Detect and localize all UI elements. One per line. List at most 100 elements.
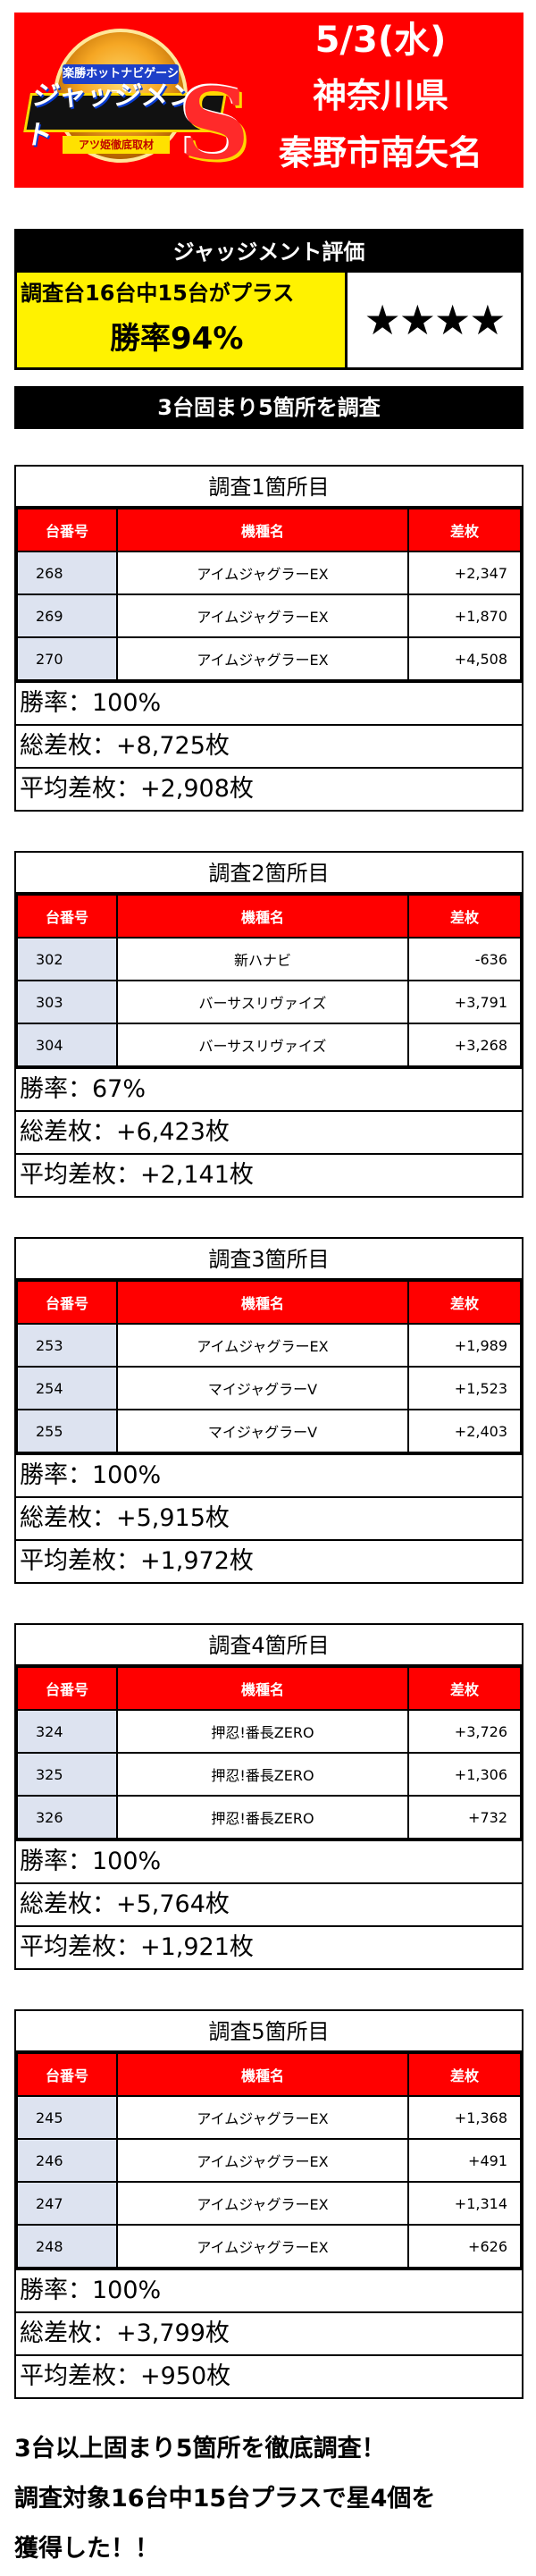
- win-rate: 勝率：100%: [16, 1839, 522, 1882]
- machine-number: 326: [16, 1795, 118, 1839]
- survey-block-4: 調査4箇所目 台番号 機種名 差枚 324 押忍!番長ZERO +3,726 3…: [14, 1623, 523, 1970]
- header-diff: 差枚: [407, 1280, 522, 1325]
- header-num: 台番号: [16, 508, 118, 552]
- survey-block-5: 調査5箇所目 台番号 機種名 差枚 245 アイムジャグラーEX +1,368 …: [14, 2009, 523, 2399]
- machine-number: 245: [16, 2095, 118, 2140]
- coin-diff: +3,726: [407, 1709, 522, 1754]
- machine-number: 253: [16, 1323, 118, 1368]
- machine-name: アイムジャグラーEX: [116, 1323, 409, 1368]
- machine-number: 255: [16, 1409, 118, 1453]
- coin-diff: -636: [407, 937, 522, 981]
- evaluation-win-rate: 勝率94%: [110, 321, 244, 357]
- survey-title: 調査4箇所目: [16, 1625, 522, 1666]
- machine-number: 304: [16, 1023, 118, 1067]
- survey-title: 調査1箇所目: [16, 467, 522, 508]
- table-row: 269 アイムジャグラーEX +1,870: [16, 593, 522, 638]
- coin-diff: +491: [407, 2138, 522, 2183]
- machine-number: 247: [16, 2181, 118, 2226]
- coin-diff: +2,347: [407, 551, 522, 595]
- evaluation-box: ジャッジメント評価 調査台16台中15台がプラス 勝率94% ★★★★: [14, 229, 523, 370]
- coin-diff: +3,791: [407, 980, 522, 1024]
- logo-s-letter: S: [179, 66, 250, 181]
- total-diff: 総差枚：+8,725枚: [16, 724, 522, 767]
- survey-title: 調査3箇所目: [16, 1239, 522, 1280]
- machine-name: 押忍!番長ZERO: [116, 1795, 409, 1839]
- average-diff: 平均差枚：+2,141枚: [16, 1153, 522, 1196]
- table-row: 326 押忍!番長ZERO +732: [16, 1795, 522, 1839]
- machine-number: 324: [16, 1709, 118, 1754]
- city: 秦野市南矢名: [278, 133, 482, 173]
- machine-number: 268: [16, 551, 118, 595]
- table-row: 324 押忍!番長ZERO +3,726: [16, 1709, 522, 1754]
- coin-diff: +2,403: [407, 1409, 522, 1453]
- machine-name: バーサスリヴァイズ: [116, 1023, 409, 1067]
- summary-footer: 3台以上固まり5箇所を徹底調査！ 調査対象16台中15台プラスで星4個を 獲得し…: [14, 2424, 523, 2574]
- survey-table: 台番号 機種名 差枚 324 押忍!番長ZERO +3,726 325 押忍!番…: [16, 1666, 522, 1839]
- table-row: 304 バーサスリヴァイズ +3,268: [16, 1023, 522, 1067]
- machine-name: バーサスリヴァイズ: [116, 980, 409, 1024]
- table-row: 253 アイムジャグラーEX +1,989: [16, 1323, 522, 1368]
- coin-diff: +1,523: [407, 1366, 522, 1410]
- table-row: 247 アイムジャグラーEX +1,314: [16, 2181, 522, 2226]
- coin-diff: +626: [407, 2224, 522, 2269]
- coin-diff: +1,306: [407, 1752, 522, 1797]
- machine-name: アイムジャグラーEX: [116, 636, 409, 681]
- survey-block-1: 調査1箇所目 台番号 機種名 差枚 268 アイムジャグラーEX +2,347 …: [14, 465, 523, 812]
- table-row: 268 アイムジャグラーEX +2,347: [16, 551, 522, 595]
- header-diff: 差枚: [407, 1666, 522, 1711]
- win-rate: 勝率：67%: [16, 1067, 522, 1110]
- machine-number: 254: [16, 1366, 118, 1410]
- average-diff: 平均差枚：+950枚: [16, 2354, 522, 2397]
- evaluation-line1: 調査台16台中15台がプラス: [21, 281, 295, 306]
- logo-top-text: 楽勝ホットナビゲーション: [63, 64, 179, 100]
- header-diff: 差枚: [407, 508, 522, 552]
- win-rate: 勝率：100%: [16, 1453, 522, 1496]
- table-header-row: 台番号 機種名 差枚: [16, 1280, 522, 1325]
- header-banner: 楽勝ホットナビゲーション ジャッジメント S アツ姫徹底取材 5/3(水) 神奈…: [14, 13, 523, 188]
- machine-name: アイムジャグラーEX: [116, 2095, 409, 2140]
- survey-table: 台番号 機種名 差枚 302 新ハナビ -636 303 バーサスリヴァイズ +…: [16, 894, 522, 1067]
- evaluation-summary: 調査台16台中15台がプラス 勝率94%: [17, 273, 348, 367]
- machine-number: 303: [16, 980, 118, 1024]
- evaluation-title: ジャッジメント評価: [17, 232, 521, 273]
- total-diff: 総差枚：+3,799枚: [16, 2311, 522, 2354]
- coin-diff: +1,989: [407, 1323, 522, 1368]
- survey-title: 調査2箇所目: [16, 853, 522, 894]
- star-rating: ★★★★: [348, 273, 521, 367]
- logo-bottom-text: アツ姫徹底取材: [63, 136, 170, 154]
- table-row: 245 アイムジャグラーEX +1,368: [16, 2095, 522, 2140]
- footer-line2: 調査対象16台中15台プラスで星4個を: [14, 2485, 436, 2513]
- table-row: 248 アイムジャグラーEX +626: [16, 2224, 522, 2269]
- header-num: 台番号: [16, 1666, 118, 1711]
- machine-name: 新ハナビ: [116, 937, 409, 981]
- win-rate: 勝率：100%: [16, 2269, 522, 2311]
- table-header-row: 台番号 機種名 差枚: [16, 508, 522, 552]
- machine-number: 246: [16, 2138, 118, 2183]
- survey-table: 台番号 機種名 差枚 268 アイムジャグラーEX +2,347 269 アイム…: [16, 508, 522, 681]
- machine-name: アイムジャグラーEX: [116, 2138, 409, 2183]
- machine-name: アイムジャグラーEX: [116, 2224, 409, 2269]
- survey-banner: 3台固まり5箇所を調査: [14, 386, 523, 429]
- coin-diff: +732: [407, 1795, 522, 1839]
- header-num: 台番号: [16, 1280, 118, 1325]
- machine-number: 302: [16, 937, 118, 981]
- table-header-row: 台番号 機種名 差枚: [16, 1666, 522, 1711]
- table-row: 254 マイジャグラーV +1,523: [16, 1366, 522, 1410]
- survey-title: 調査5箇所目: [16, 2011, 522, 2052]
- average-diff: 平均差枚：+2,908枚: [16, 767, 522, 810]
- survey-table: 台番号 機種名 差枚 253 アイムジャグラーEX +1,989 254 マイジ…: [16, 1280, 522, 1453]
- total-diff: 総差枚：+5,764枚: [16, 1882, 522, 1925]
- header-machine: 機種名: [116, 1666, 409, 1711]
- average-diff: 平均差枚：+1,972枚: [16, 1539, 522, 1582]
- coin-diff: +1,870: [407, 593, 522, 638]
- table-row: 270 アイムジャグラーEX +4,508: [16, 636, 522, 681]
- table-row: 246 アイムジャグラーEX +491: [16, 2138, 522, 2183]
- survey-block-2: 調査2箇所目 台番号 機種名 差枚 302 新ハナビ -636 303 バーサス…: [14, 851, 523, 1198]
- judgement-logo: 楽勝ホットナビゲーション ジャッジメント S アツ姫徹底取材: [22, 29, 249, 173]
- win-rate: 勝率：100%: [16, 681, 522, 724]
- header-diff: 差枚: [407, 894, 522, 939]
- machine-name: 押忍!番長ZERO: [116, 1752, 409, 1797]
- table-row: 303 バーサスリヴァイズ +3,791: [16, 980, 522, 1024]
- table-row: 325 押忍!番長ZERO +1,306: [16, 1752, 522, 1797]
- average-diff: 平均差枚：+1,921枚: [16, 1925, 522, 1968]
